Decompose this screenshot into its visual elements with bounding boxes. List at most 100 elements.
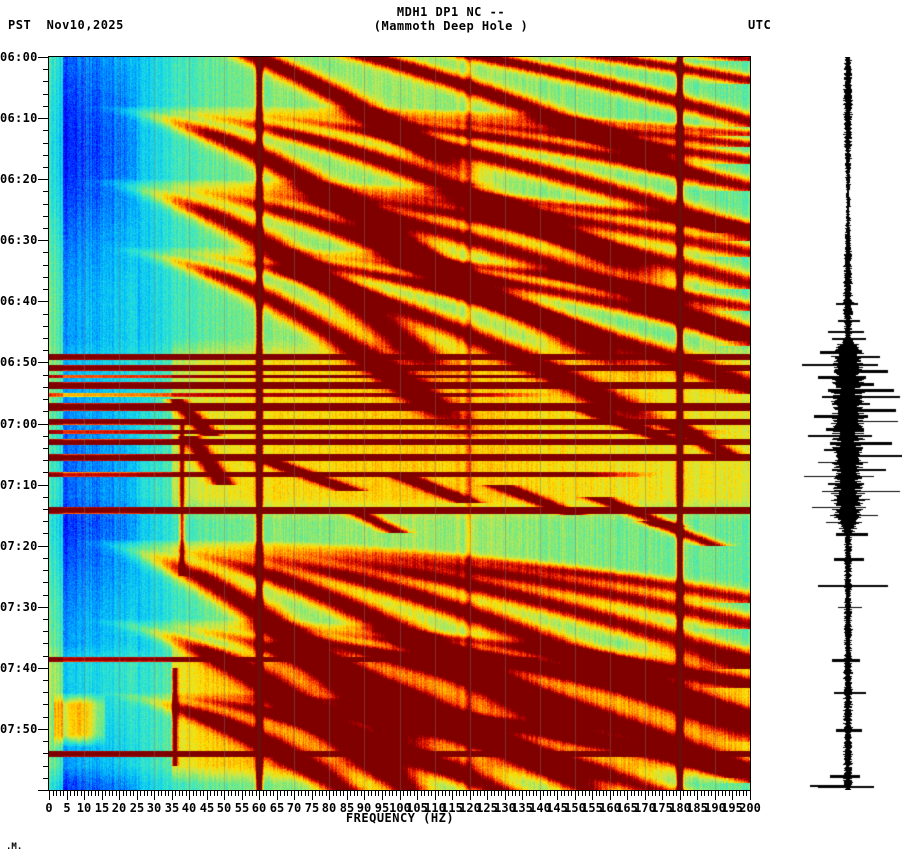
x-tick-minor — [466, 791, 467, 796]
x-tick-minor — [305, 791, 306, 796]
x-tick-minor — [501, 791, 502, 796]
x-axis-label: 130 — [494, 801, 516, 815]
y-tick-minor-left — [43, 509, 49, 510]
x-tick-minor — [414, 791, 415, 796]
y-axis-left-pst: 06:00 06:10 06:20 06:30 06:40 06:50 07:00 07:10… — [0, 0, 49, 864]
x-tick-minor — [340, 791, 341, 796]
x-tick-minor — [578, 791, 579, 796]
x-tick-major — [347, 791, 348, 800]
x-tick-minor — [596, 791, 597, 796]
y-tick-minor-left — [43, 399, 49, 400]
x-tick-minor — [550, 791, 551, 796]
y-tick-minor-left — [43, 595, 49, 596]
x-tick-minor — [158, 791, 159, 796]
spectrogram-canvas — [49, 57, 750, 790]
header-timezone-date-left: PST Nov10,2025 — [8, 18, 124, 32]
x-tick-major — [189, 791, 190, 800]
x-tick-minor — [389, 791, 390, 796]
x-tick-minor — [63, 791, 64, 796]
y-tick-minor-left — [43, 436, 49, 437]
x-tick-minor — [392, 791, 393, 796]
y-tick-minor-left — [43, 680, 49, 681]
x-tick-major — [487, 791, 488, 800]
x-axis-label: 120 — [459, 801, 481, 815]
x-tick-minor — [403, 791, 404, 796]
x-tick-major — [119, 791, 120, 800]
y-tick-major-left — [38, 790, 49, 791]
x-tick-minor — [599, 791, 600, 796]
x-axis-label: 115 — [441, 801, 463, 815]
x-tick-minor — [308, 791, 309, 796]
x-axis-title: FREQUENCY (HZ) — [345, 811, 455, 825]
x-tick-minor — [519, 791, 520, 796]
x-axis-label: 180 — [669, 801, 691, 815]
x-tick-minor — [659, 791, 660, 796]
x-axis-label: 195 — [721, 801, 743, 815]
y-axis-label-pst: 06:50 — [0, 355, 38, 369]
x-tick-major — [522, 791, 523, 800]
y-tick-minor-left — [43, 375, 49, 376]
y-tick-major-left — [38, 57, 49, 58]
x-axis-label: 155 — [581, 801, 603, 815]
x-tick-minor — [690, 791, 691, 796]
y-tick-minor-left — [43, 497, 49, 498]
x-axis-label: 25 — [129, 801, 145, 815]
y-tick-major-left — [38, 668, 49, 669]
x-tick-minor — [287, 791, 288, 796]
x-tick-major — [277, 791, 278, 800]
x-tick-minor — [350, 791, 351, 796]
x-tick-minor — [98, 791, 99, 796]
x-tick-minor — [491, 791, 492, 796]
header-timezone-right: UTC — [748, 18, 772, 32]
y-tick-major-left — [38, 179, 49, 180]
x-tick-minor — [498, 791, 499, 796]
x-tick-minor — [722, 791, 723, 796]
y-tick-minor-left — [43, 289, 49, 290]
x-axis-label: 90 — [356, 801, 372, 815]
x-tick-major — [627, 791, 628, 800]
x-tick-major — [435, 791, 436, 800]
y-tick-minor-left — [43, 216, 49, 217]
x-tick-minor — [676, 791, 677, 796]
x-axis-label: 140 — [529, 801, 551, 815]
seismogram-trace — [800, 57, 902, 790]
x-tick-minor — [746, 791, 747, 796]
seismogram-canvas — [800, 57, 902, 790]
x-tick-minor — [161, 791, 162, 796]
x-tick-minor — [711, 791, 712, 796]
x-tick-minor — [449, 791, 450, 796]
x-axis-label: 95 — [374, 801, 390, 815]
y-tick-minor-left — [43, 81, 49, 82]
y-tick-major-left — [38, 240, 49, 241]
x-axis-label: 160 — [599, 801, 621, 815]
x-tick-major — [294, 791, 295, 800]
x-tick-major — [224, 791, 225, 800]
y-axis-label-pst: 07:50 — [0, 722, 38, 736]
x-tick-minor — [284, 791, 285, 796]
y-tick-minor-left — [43, 191, 49, 192]
x-tick-minor — [512, 791, 513, 796]
x-tick-minor — [165, 791, 166, 796]
y-tick-major-left — [38, 424, 49, 425]
x-tick-minor — [638, 791, 639, 796]
y-tick-minor-left — [43, 326, 49, 327]
x-tick-major — [102, 791, 103, 800]
x-tick-minor — [200, 791, 201, 796]
x-axis-label: 145 — [546, 801, 568, 815]
y-tick-minor-left — [43, 741, 49, 742]
x-tick-major — [557, 791, 558, 800]
spectrogram-plot[interactable] — [49, 57, 750, 790]
y-tick-minor-left — [43, 766, 49, 767]
x-tick-major — [750, 791, 751, 800]
x-tick-minor — [431, 791, 432, 796]
x-tick-minor — [442, 791, 443, 796]
x-tick-minor — [655, 791, 656, 796]
x-tick-minor — [739, 791, 740, 796]
x-tick-minor — [291, 791, 292, 796]
y-tick-minor-left — [43, 582, 49, 583]
x-tick-minor — [280, 791, 281, 796]
x-tick-minor — [477, 791, 478, 796]
y-tick-minor-left — [43, 350, 49, 351]
y-tick-minor-left — [43, 631, 49, 632]
